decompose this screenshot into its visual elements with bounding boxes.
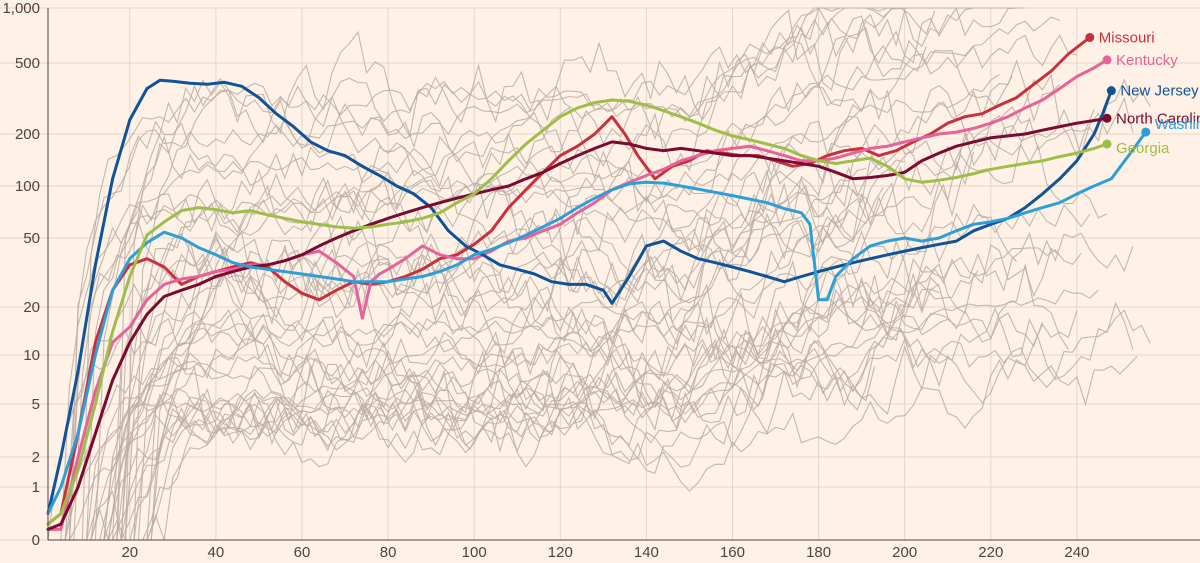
series-line-new-jersey — [46, 78, 1113, 515]
series-label: Missouri — [1099, 29, 1155, 46]
x-tick-label: 200 — [892, 544, 917, 561]
background-series-line — [137, 59, 1061, 541]
y-tick-label: 50 — [23, 230, 40, 247]
x-tick-label: 60 — [294, 544, 311, 561]
series-label: Kentucky — [1116, 52, 1178, 69]
background-series-line — [60, 34, 1078, 541]
series-labels: Missouri Kentucky New Jersey North Carolina… — [1085, 29, 1200, 157]
y-tick-label: 2 — [32, 449, 40, 466]
highlighted-series — [46, 35, 1148, 531]
background-series-line — [86, 345, 948, 541]
x-tick-label: 160 — [720, 544, 745, 561]
series-line-kentucky — [46, 58, 1109, 531]
background-series-line — [94, 74, 1000, 541]
background-series-line — [120, 244, 1061, 541]
background-series — [47, 6, 1151, 541]
x-tick-label: 240 — [1064, 544, 1089, 561]
background-series-line — [129, 355, 1138, 541]
background-series-line — [73, 78, 1151, 541]
series-end-marker — [1102, 139, 1112, 149]
background-series-line — [81, 7, 1021, 541]
series-label: New Jersey — [1120, 83, 1199, 100]
x-tick-label: 40 — [208, 544, 225, 561]
background-series-line — [116, 101, 1030, 541]
y-tick-label: 100 — [15, 178, 40, 195]
background-series-line — [103, 203, 1018, 541]
series-line-washington — [46, 130, 1148, 515]
y-tick-label: 5 — [32, 396, 40, 413]
background-series-line — [78, 196, 931, 541]
series-end-marker — [1085, 32, 1095, 42]
x-tick-label: 80 — [380, 544, 397, 561]
series-label: Washington — [1155, 116, 1200, 133]
background-series-line — [150, 198, 867, 541]
series-end-marker — [1106, 86, 1116, 96]
background-series-line — [64, 270, 979, 541]
series-end-marker — [1102, 55, 1112, 65]
x-tick-label: 100 — [462, 544, 487, 561]
background-series-line — [146, 288, 940, 541]
series-label: Georgia — [1116, 140, 1170, 157]
series-end-marker — [1102, 113, 1112, 123]
background-series-line — [47, 232, 1134, 541]
background-series-line — [107, 338, 876, 541]
background-series-line — [69, 310, 1078, 541]
y-tick-label: 20 — [23, 299, 40, 316]
background-series-line — [68, 6, 905, 541]
background-series-line — [146, 151, 975, 541]
series-line-north-carolina — [46, 116, 1109, 531]
y-tick-label: 1,000 — [2, 0, 40, 17]
y-tick-label: 1 — [32, 479, 40, 496]
background-series-line — [142, 301, 1134, 541]
x-tick-label: 180 — [806, 544, 831, 561]
background-series-line — [112, 296, 948, 541]
series-line-georgia — [46, 98, 1109, 526]
y-tick-label: 0 — [32, 532, 40, 549]
background-series-line — [90, 289, 1099, 541]
series-end-marker — [1141, 127, 1151, 137]
x-tick-label: 140 — [634, 544, 659, 561]
x-tick-label: 120 — [548, 544, 573, 561]
x-tick-label: 220 — [978, 544, 1003, 561]
background-series-line — [124, 135, 1108, 541]
background-series-line — [120, 73, 1095, 541]
y-tick-label: 10 — [23, 347, 40, 364]
background-series-line — [68, 7, 965, 541]
grid — [0, 7, 1200, 541]
background-series-line — [99, 309, 1151, 541]
series-label: North Carolina — [1116, 110, 1200, 127]
background-series-line — [90, 240, 910, 541]
y-tick-label: 500 — [15, 55, 40, 72]
x-tick-label: 20 — [121, 544, 138, 561]
y-tick-label: 200 — [15, 126, 40, 143]
background-series-line — [116, 167, 867, 541]
